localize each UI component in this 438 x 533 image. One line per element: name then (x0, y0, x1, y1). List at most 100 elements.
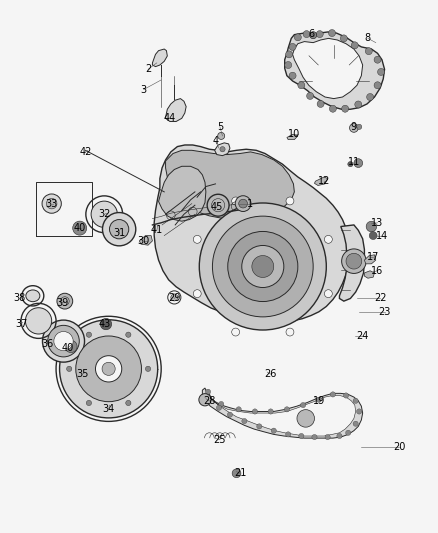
Circle shape (207, 194, 229, 216)
Circle shape (242, 418, 247, 424)
Circle shape (286, 197, 294, 205)
Text: 17: 17 (367, 252, 379, 262)
Circle shape (42, 194, 61, 213)
Text: 35: 35 (76, 369, 88, 379)
Circle shape (297, 410, 314, 427)
Text: 32: 32 (98, 209, 110, 219)
Circle shape (353, 398, 358, 403)
Circle shape (317, 100, 324, 108)
Circle shape (86, 400, 92, 406)
Polygon shape (166, 99, 186, 122)
Circle shape (366, 221, 377, 232)
Text: 9: 9 (351, 122, 357, 132)
Text: 26: 26 (265, 369, 277, 379)
Polygon shape (159, 166, 206, 221)
Circle shape (235, 196, 251, 212)
Circle shape (145, 366, 151, 372)
Circle shape (289, 72, 296, 79)
Circle shape (216, 405, 222, 410)
Text: 1: 1 (247, 199, 253, 208)
Circle shape (257, 424, 262, 429)
Circle shape (289, 43, 296, 51)
Circle shape (343, 393, 349, 398)
Circle shape (60, 320, 158, 418)
Circle shape (357, 409, 362, 414)
Polygon shape (314, 177, 328, 185)
Text: 21: 21 (234, 469, 246, 478)
Circle shape (300, 402, 306, 408)
Circle shape (310, 31, 317, 39)
Polygon shape (215, 143, 230, 156)
Circle shape (102, 213, 136, 246)
Circle shape (353, 421, 358, 426)
Circle shape (285, 61, 292, 69)
Polygon shape (293, 38, 363, 99)
Circle shape (220, 147, 225, 152)
Circle shape (212, 216, 313, 317)
Circle shape (100, 318, 112, 330)
Circle shape (110, 220, 129, 239)
Circle shape (316, 30, 323, 38)
Circle shape (86, 332, 92, 337)
Text: 39: 39 (56, 298, 68, 308)
Text: 44: 44 (164, 114, 176, 123)
Circle shape (340, 35, 347, 42)
Circle shape (330, 392, 336, 397)
Circle shape (348, 161, 353, 167)
Circle shape (218, 132, 225, 140)
Circle shape (67, 366, 72, 372)
Circle shape (378, 68, 385, 76)
Text: 16: 16 (371, 266, 384, 276)
Circle shape (232, 328, 240, 336)
Circle shape (325, 290, 332, 297)
Text: 19: 19 (313, 396, 325, 406)
Circle shape (199, 203, 326, 330)
Circle shape (219, 401, 224, 407)
Text: 11: 11 (348, 157, 360, 167)
Text: 34: 34 (102, 405, 115, 414)
Circle shape (268, 409, 273, 414)
Circle shape (252, 255, 274, 278)
Circle shape (374, 56, 381, 63)
Circle shape (239, 199, 247, 208)
Text: 3: 3 (141, 85, 147, 94)
Polygon shape (364, 271, 374, 278)
Circle shape (354, 159, 363, 167)
Circle shape (54, 332, 73, 351)
Circle shape (325, 434, 330, 440)
Circle shape (193, 290, 201, 297)
Circle shape (346, 253, 362, 269)
Polygon shape (152, 49, 167, 67)
Circle shape (374, 82, 381, 89)
Text: 28: 28 (203, 396, 215, 406)
Text: 4: 4 (212, 136, 219, 146)
Circle shape (329, 105, 336, 112)
Text: 12: 12 (318, 176, 330, 186)
Circle shape (286, 328, 294, 336)
Text: 30: 30 (138, 236, 150, 246)
Polygon shape (287, 134, 298, 140)
Circle shape (342, 105, 349, 112)
Circle shape (294, 34, 301, 41)
Circle shape (252, 409, 258, 414)
Text: 22: 22 (374, 294, 386, 303)
Text: 42: 42 (79, 147, 92, 157)
Text: 45: 45 (211, 202, 223, 212)
Text: 2: 2 (145, 64, 151, 74)
Circle shape (316, 397, 321, 402)
Circle shape (286, 51, 293, 58)
Text: 40: 40 (62, 343, 74, 352)
Circle shape (57, 293, 73, 309)
Circle shape (342, 249, 366, 273)
Circle shape (126, 332, 131, 337)
Circle shape (298, 82, 305, 89)
Circle shape (76, 336, 141, 402)
Text: 14: 14 (376, 231, 388, 240)
Circle shape (48, 325, 79, 357)
Text: 37: 37 (15, 319, 27, 329)
Text: 20: 20 (393, 442, 406, 451)
Circle shape (205, 389, 211, 394)
Text: 8: 8 (365, 34, 371, 43)
Circle shape (236, 407, 241, 412)
Text: 36: 36 (41, 339, 53, 349)
